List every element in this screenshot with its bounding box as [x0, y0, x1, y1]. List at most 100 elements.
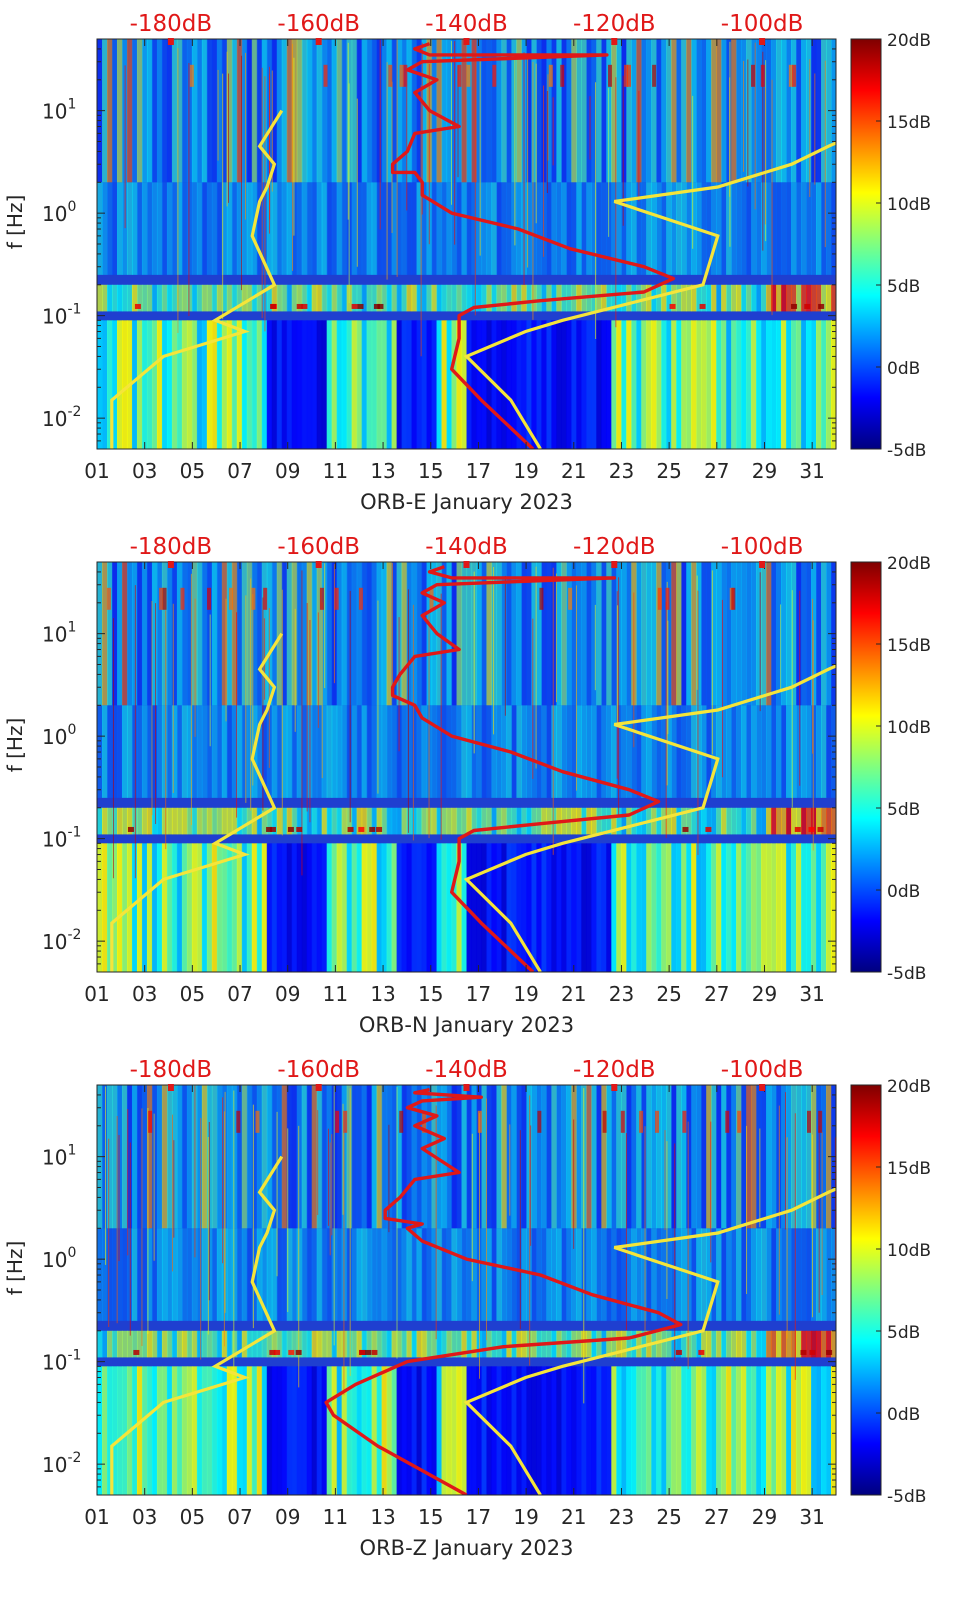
colorbar-tick-label: 5dB — [887, 800, 920, 820]
y-tick-label: 100 — [42, 199, 76, 226]
colorbar-tick-label: -5dB — [887, 1487, 926, 1507]
colorbar-tick-label: 5dB — [887, 277, 920, 297]
station-psd-curve — [390, 42, 676, 449]
top-axis-label: -120dB — [573, 11, 656, 37]
x-tick-label: 21 — [561, 459, 586, 483]
noise-model-high-curve — [463, 664, 836, 972]
top-axis-label: -180dB — [130, 11, 213, 37]
x-tick-label: 17 — [466, 1505, 491, 1529]
x-tick-label: 09 — [275, 982, 300, 1006]
x-tick-label: 27 — [704, 1505, 729, 1529]
x-tick-label: 03 — [132, 459, 157, 483]
x-tick-label: 09 — [275, 459, 300, 483]
x-tick-label: 09 — [275, 1505, 300, 1529]
y-tick-label: 100 — [42, 1245, 76, 1272]
y-tick-label: 10-2 — [42, 404, 81, 431]
station-psd-curve — [390, 565, 661, 972]
colorbar-tick-label: 15dB — [887, 113, 931, 133]
top-axis-label: -140dB — [425, 1057, 508, 1083]
x-axis-label: ORB-E January 2023 — [360, 490, 573, 514]
colorbar-tick-label: 0dB — [887, 882, 920, 902]
noise-model-low-curve — [110, 109, 284, 449]
x-tick-label: 21 — [561, 1505, 586, 1529]
x-tick-label: 25 — [656, 459, 681, 483]
x-tick-label: 01 — [84, 1505, 109, 1529]
y-tick-label: 10-2 — [42, 1450, 81, 1477]
spectrogram-texture — [97, 39, 836, 449]
colorbar-tick-label: 10dB — [887, 718, 931, 738]
top-axis-label: -140dB — [425, 534, 508, 560]
x-tick-label: 27 — [704, 982, 729, 1006]
noise-model-high-curve — [463, 141, 836, 449]
x-tick-label: 19 — [513, 459, 538, 483]
top-axis-label: -160dB — [277, 1057, 360, 1083]
y-tick-label: 101 — [42, 97, 76, 124]
colorbar — [850, 1084, 882, 1496]
colorbar-tick-label: -5dB — [887, 964, 926, 984]
colorbar-tick-label: 0dB — [887, 359, 920, 379]
x-tick-label: 07 — [227, 1505, 252, 1529]
spectrogram-panel: 101 100 10-1 10-2 f [Hz] 01 03 05 07 09 11 13 15 17 19… — [3, 534, 931, 1037]
x-tick-label: 23 — [609, 459, 634, 483]
x-tick-label: 31 — [799, 982, 824, 1006]
noise-model-high-curve — [463, 1187, 836, 1495]
colorbar-tick-label: 20dB — [887, 31, 931, 51]
y-tick-label: 101 — [42, 1143, 76, 1170]
x-tick-label: 17 — [466, 459, 491, 483]
spectrogram-texture — [97, 1085, 836, 1495]
x-tick-label: 11 — [323, 1505, 348, 1529]
colorbar-tick-label: -5dB — [887, 441, 926, 461]
spectrogram-texture — [97, 562, 836, 972]
x-axis-label: ORB-N January 2023 — [359, 1013, 574, 1037]
x-tick-label: 01 — [84, 982, 109, 1006]
x-tick-label: 07 — [227, 982, 252, 1006]
x-tick-label: 31 — [799, 1505, 824, 1529]
x-tick-label: 15 — [418, 982, 443, 1006]
y-tick-label: 10-1 — [42, 825, 81, 852]
x-tick-label: 05 — [180, 459, 205, 483]
x-tick-label: 31 — [799, 459, 824, 483]
y-tick-label: 100 — [42, 722, 76, 749]
x-tick-label: 29 — [752, 982, 777, 1006]
x-tick-label: 25 — [656, 1505, 681, 1529]
y-axis-label: f [Hz] — [3, 1241, 27, 1296]
x-tick-label: 19 — [513, 982, 538, 1006]
spectrogram-panel: 101 100 10-1 10-2 f [Hz] 01 03 05 07 09 11 13 15 17 19… — [3, 11, 931, 514]
station-psd-curve — [324, 1088, 683, 1495]
x-tick-label: 11 — [323, 459, 348, 483]
x-tick-label: 29 — [752, 1505, 777, 1529]
x-tick-label: 13 — [370, 1505, 395, 1529]
top-axis-label: -140dB — [425, 11, 508, 37]
y-axis-label: f [Hz] — [3, 195, 27, 250]
x-tick-label: 25 — [656, 982, 681, 1006]
colorbar — [850, 38, 882, 450]
colorbar-tick-label: 10dB — [887, 1241, 931, 1261]
colorbar-tick-label: 15dB — [887, 636, 931, 656]
colorbar-tick-label: 20dB — [887, 554, 931, 574]
x-tick-label: 27 — [704, 459, 729, 483]
top-axis-label: -160dB — [277, 11, 360, 37]
x-tick-label: 15 — [418, 1505, 443, 1529]
x-tick-label: 19 — [513, 1505, 538, 1529]
x-tick-label: 15 — [418, 459, 443, 483]
colorbar-tick-label: 20dB — [887, 1077, 931, 1097]
x-axis-label: ORB-Z January 2023 — [360, 1536, 574, 1560]
x-tick-label: 03 — [132, 982, 157, 1006]
top-axis-label: -100dB — [721, 534, 804, 560]
x-tick-label: 03 — [132, 1505, 157, 1529]
x-tick-label: 05 — [180, 982, 205, 1006]
x-tick-label: 21 — [561, 982, 586, 1006]
top-axis-label: -180dB — [130, 1057, 213, 1083]
x-tick-label: 13 — [370, 982, 395, 1006]
colorbar-tick-label: 15dB — [887, 1159, 931, 1179]
colorbar-tick-label: 10dB — [887, 195, 931, 215]
x-tick-label: 23 — [609, 1505, 634, 1529]
colorbar-tick-label: 0dB — [887, 1405, 920, 1425]
x-tick-label: 29 — [752, 459, 777, 483]
x-tick-label: 07 — [227, 459, 252, 483]
x-tick-label: 23 — [609, 982, 634, 1006]
top-axis-label: -160dB — [277, 534, 360, 560]
top-axis-label: -120dB — [573, 1057, 656, 1083]
top-axis-label: -100dB — [721, 1057, 804, 1083]
